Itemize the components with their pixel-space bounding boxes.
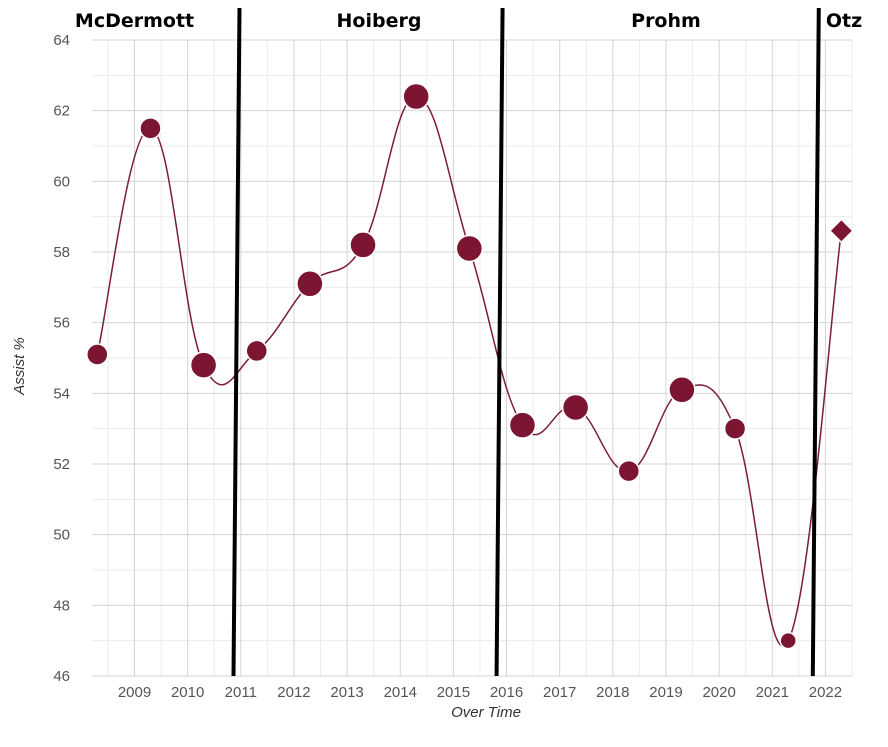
x-tick-label: 2017 [543,684,576,701]
data-point [779,631,797,650]
x-tick-label: 2009 [118,684,151,701]
data-point [349,231,377,259]
x-axis-ticks: 2009 2010 2011 2012 2013 2014 2015 2016 2017 2018… [118,684,842,701]
data-point [139,117,162,140]
data-point [86,343,109,366]
x-tick-label: 2014 [384,684,417,701]
data-point [508,411,537,439]
era-divider-lines [231,7,821,677]
y-tick-label: 50 [53,527,70,544]
data-point [402,82,430,111]
y-tick-label: 52 [53,456,70,473]
y-tick-label: 60 [53,173,70,190]
data-point [296,270,324,298]
data-point [723,417,747,440]
x-tick-label: 2020 [702,684,735,701]
y-axis-ticks: 46 48 50 52 54 56 58 60 62 64 [53,32,70,685]
era-divider-line [810,7,821,677]
y-tick-label: 46 [53,668,70,685]
x-tick-label: 2021 [756,684,789,701]
x-tick-label: 2013 [330,684,363,701]
era-label: Otz [826,10,862,32]
data-point [189,351,218,379]
y-tick-label: 58 [53,244,70,261]
data-point [668,376,696,404]
y-axis-title: Assist % [11,337,28,396]
data-point [245,339,269,363]
x-tick-label: 2018 [596,684,629,701]
era-divider-line [231,7,242,677]
era-label: McDermott [75,10,194,32]
data-point [617,459,641,483]
x-tick-label: 2016 [490,684,523,701]
era-divider-line [494,7,505,677]
y-tick-label: 62 [53,103,70,120]
x-axis-title: Over Time [451,704,521,721]
x-tick-label: 2022 [809,684,842,701]
x-tick-label: 2019 [649,684,682,701]
x-tick-label: 2010 [171,684,204,701]
y-tick-label: 64 [53,32,70,49]
y-tick-label: 54 [53,385,70,402]
data-point [561,393,590,422]
data-point [455,234,484,263]
x-tick-label: 2012 [277,684,310,701]
x-tick-label: 2015 [437,684,470,701]
data-point-diamond [828,218,854,244]
y-tick-label: 48 [53,597,70,614]
era-label: Prohm [631,10,701,32]
era-labels: McDermott Hoiberg Prohm Otz [75,10,862,32]
data-markers [86,82,854,650]
x-tick-label: 2011 [225,684,257,701]
y-tick-label: 56 [53,315,70,332]
era-label: Hoiberg [337,10,422,32]
